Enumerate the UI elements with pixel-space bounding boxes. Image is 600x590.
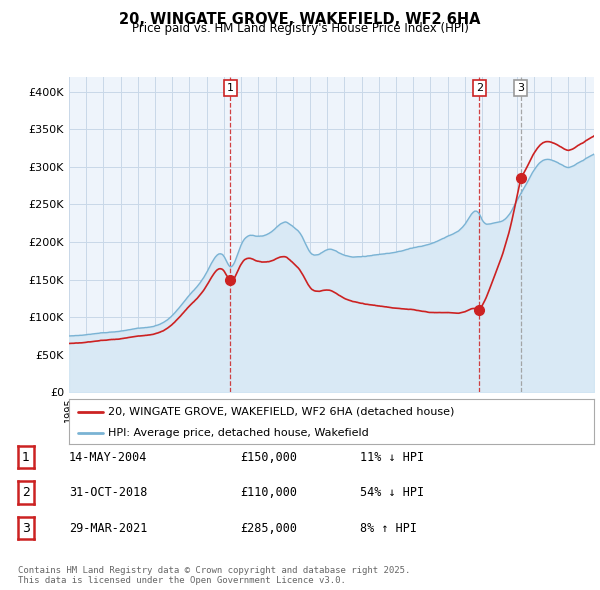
Text: 54% ↓ HPI: 54% ↓ HPI bbox=[360, 486, 424, 499]
Text: 20, WINGATE GROVE, WAKEFIELD, WF2 6HA (detached house): 20, WINGATE GROVE, WAKEFIELD, WF2 6HA (d… bbox=[109, 407, 455, 417]
Text: £150,000: £150,000 bbox=[240, 451, 297, 464]
Text: £110,000: £110,000 bbox=[240, 486, 297, 499]
Text: 14-MAY-2004: 14-MAY-2004 bbox=[69, 451, 148, 464]
Text: 3: 3 bbox=[517, 83, 524, 93]
Text: 29-MAR-2021: 29-MAR-2021 bbox=[69, 522, 148, 535]
Text: Contains HM Land Registry data © Crown copyright and database right 2025.
This d: Contains HM Land Registry data © Crown c… bbox=[18, 566, 410, 585]
Text: 2: 2 bbox=[22, 486, 30, 499]
Text: HPI: Average price, detached house, Wakefield: HPI: Average price, detached house, Wake… bbox=[109, 428, 369, 438]
Text: 3: 3 bbox=[22, 522, 30, 535]
Text: 1: 1 bbox=[227, 83, 234, 93]
Text: Price paid vs. HM Land Registry's House Price Index (HPI): Price paid vs. HM Land Registry's House … bbox=[131, 22, 469, 35]
Text: £285,000: £285,000 bbox=[240, 522, 297, 535]
Text: 11% ↓ HPI: 11% ↓ HPI bbox=[360, 451, 424, 464]
Text: 20, WINGATE GROVE, WAKEFIELD, WF2 6HA: 20, WINGATE GROVE, WAKEFIELD, WF2 6HA bbox=[119, 12, 481, 27]
Text: 31-OCT-2018: 31-OCT-2018 bbox=[69, 486, 148, 499]
Text: 8% ↑ HPI: 8% ↑ HPI bbox=[360, 522, 417, 535]
Text: 1: 1 bbox=[22, 451, 30, 464]
Text: 2: 2 bbox=[476, 83, 483, 93]
